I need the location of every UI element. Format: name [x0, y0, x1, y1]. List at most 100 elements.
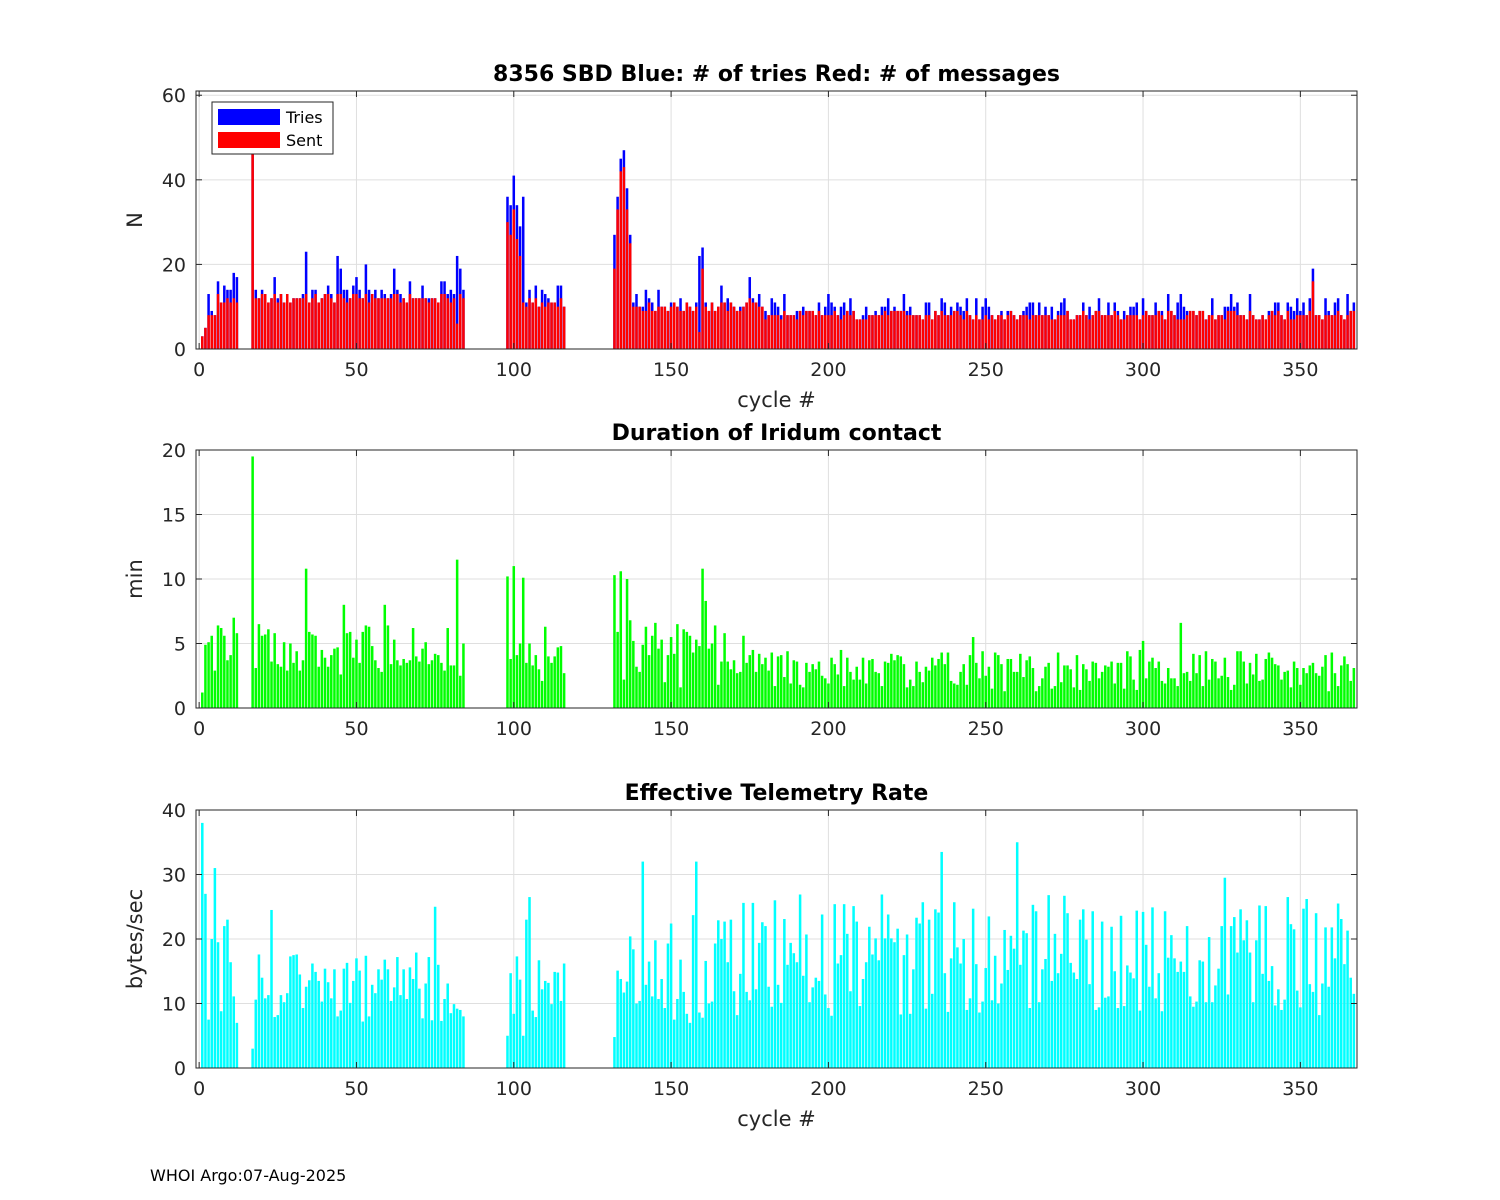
rate-bar [946, 1011, 950, 1068]
sent-bar [323, 294, 327, 349]
duration-bar [808, 671, 811, 708]
rate-bar [1053, 933, 1057, 1068]
y-tick-label: 0 [174, 698, 186, 720]
sent-bar [713, 310, 717, 349]
sent-bar [761, 306, 764, 349]
rate-bar [308, 980, 311, 1068]
rate-bar [836, 963, 840, 1068]
rate-bar [720, 939, 723, 1068]
duration-bar [672, 653, 676, 708]
sent-bar [739, 310, 742, 349]
duration-bar [1094, 662, 1098, 708]
rate-bar [1173, 958, 1176, 1068]
rate-bar [204, 893, 207, 1068]
sent-bar [647, 302, 651, 349]
duration-bar [1097, 678, 1101, 708]
sent-bar [883, 310, 887, 349]
duration-bar [210, 635, 213, 708]
rate-bar [849, 991, 852, 1068]
duration-bar [943, 664, 947, 708]
duration-bar [1163, 683, 1167, 708]
duration-bar [512, 566, 516, 708]
duration-bar [644, 626, 648, 708]
rate-bar [223, 926, 226, 1068]
sent-bar [348, 298, 352, 349]
duration-bar [1273, 664, 1277, 708]
rate-bar [430, 1020, 434, 1068]
tries-bar [698, 255, 701, 349]
sent-bar [440, 294, 443, 349]
rate-bar [701, 1017, 704, 1068]
sent-bar [292, 298, 295, 349]
duration-bar [1028, 656, 1032, 708]
bar-series [201, 456, 1356, 708]
y-tick-label: 30 [162, 865, 186, 887]
rate-bar [1025, 933, 1028, 1068]
sent-bar [1000, 315, 1003, 349]
duration-bar [849, 671, 852, 708]
sent-bar [717, 306, 720, 349]
duration-bar [874, 671, 877, 708]
sent-bar [924, 315, 928, 349]
rate-bar [396, 957, 399, 1068]
rate-bar [962, 939, 965, 1068]
x-tick-label: 150 [653, 1078, 689, 1100]
rate-bar [660, 978, 663, 1068]
sent-bar [990, 315, 994, 349]
rate-bar [1188, 996, 1192, 1068]
sent-bar [613, 268, 616, 349]
duration-bar [317, 666, 320, 708]
sent-bar [1248, 310, 1252, 349]
rate-bar [1308, 984, 1312, 1068]
rate-bar [1211, 1002, 1214, 1068]
rate-bar [628, 936, 632, 1068]
rate-bar [540, 989, 544, 1068]
duration-bar [902, 664, 906, 708]
rate-bar [257, 954, 261, 1068]
rate-bar [632, 949, 635, 1068]
sent-bar [1097, 310, 1101, 349]
sent-bar [1113, 310, 1116, 349]
duration-bar [1088, 680, 1091, 708]
rate-bar [1182, 971, 1186, 1068]
rate-bar [556, 972, 560, 1068]
duration-bar [613, 575, 616, 708]
rate-bar [839, 955, 843, 1068]
duration-bar [1327, 691, 1330, 708]
sent-bar [1056, 315, 1060, 349]
rate-bar [298, 974, 302, 1068]
duration-bar [669, 637, 673, 708]
sent-bar [1239, 315, 1242, 349]
sent-bar [1245, 319, 1249, 349]
rate-bar [1286, 897, 1290, 1068]
axes-frame [195, 90, 1358, 350]
sent-bar [547, 302, 550, 349]
rate-bar [1135, 910, 1139, 1068]
sent-bar [975, 315, 978, 349]
sent-bar [1110, 315, 1113, 349]
rate-bar [761, 922, 764, 1068]
rate-bar [304, 986, 308, 1068]
sent-bar [660, 306, 663, 349]
sent-bar [1160, 315, 1164, 349]
rate-bar [339, 1010, 342, 1068]
duration-bar [1144, 678, 1148, 708]
rate-bar [1302, 908, 1305, 1068]
sent-bar [1283, 319, 1286, 349]
duration-bar [732, 660, 736, 708]
rate-bar [905, 934, 909, 1068]
rate-bar [1311, 991, 1315, 1068]
sent-bar [824, 315, 827, 349]
rate-bar [890, 938, 893, 1068]
duration-bar [361, 631, 365, 708]
duration-bar [622, 679, 626, 708]
sent-bar [1154, 315, 1157, 349]
duration-bar [518, 643, 522, 708]
duration-bar [534, 655, 538, 708]
sent-bar [962, 319, 965, 349]
duration-bar [383, 604, 387, 708]
x-tick-label: 250 [968, 1078, 1004, 1100]
duration-bar [619, 571, 623, 708]
sent-bar [531, 302, 534, 349]
rate-bar [279, 995, 283, 1068]
